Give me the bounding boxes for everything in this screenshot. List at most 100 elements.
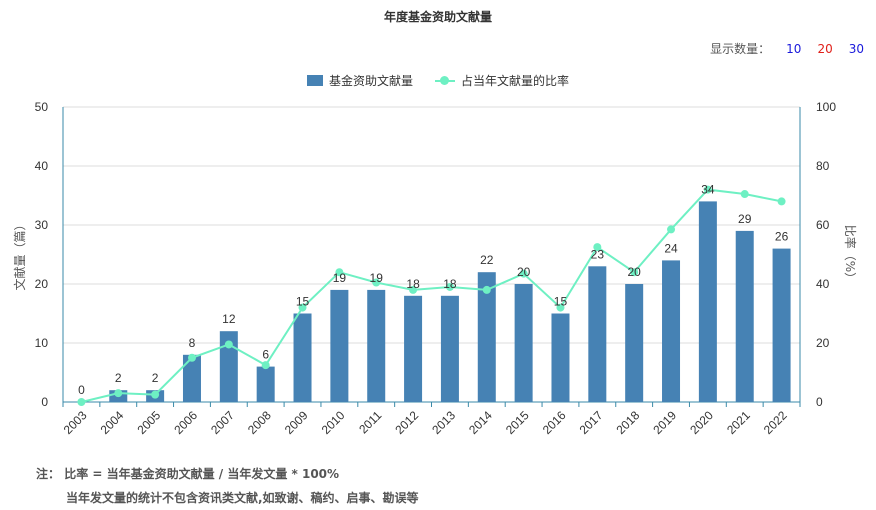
bar	[772, 248, 791, 402]
bar	[551, 313, 570, 402]
x-tick-label: 2015	[503, 408, 532, 437]
ratio-point	[151, 390, 160, 399]
ratio-point	[298, 303, 307, 312]
bar-value-label: 26	[775, 230, 789, 244]
bar-value-label: 15	[554, 295, 568, 309]
x-tick-label: 2013	[429, 408, 458, 437]
count-option-20[interactable]: 20	[817, 41, 833, 56]
bar	[293, 313, 312, 402]
bar-value-label: 20	[517, 265, 531, 279]
note-line-2: 当年发文量的统计不包含资讯类文献,如致谢、稿约、启事、勘误等	[66, 491, 419, 505]
y2-tick-label: 0	[816, 395, 823, 409]
x-tick-label: 2003	[61, 408, 90, 437]
bar	[367, 289, 386, 402]
ratio-point	[630, 268, 639, 277]
bar	[625, 284, 644, 402]
ratio-line	[81, 188, 782, 403]
count-option-30[interactable]: 30	[848, 41, 864, 56]
bar-value-label: 20	[627, 265, 641, 279]
note-line-1: 比率 = 当年基金资助文献量 / 当年发文量 * 100%	[64, 467, 340, 481]
bar	[735, 230, 754, 402]
x-tick-label: 2006	[171, 408, 200, 437]
y2-tick-label: 80	[816, 159, 830, 173]
bar-value-label: 2	[152, 371, 159, 385]
ratio-point	[224, 340, 233, 349]
bar-value-label: 24	[664, 241, 678, 255]
ratio-point	[519, 269, 528, 278]
ratio-point	[187, 353, 196, 362]
x-tick-label: 2009	[282, 408, 311, 437]
display-count-label: 显示数量：	[710, 42, 771, 56]
y-tick-label: 0	[41, 395, 48, 409]
bar	[404, 295, 423, 402]
chart-legend: 基金资助文献量 占当年文献量的比率	[0, 72, 876, 89]
y-tick-label: 50	[35, 100, 49, 114]
legend-bar-swatch	[306, 75, 323, 86]
bar	[182, 354, 201, 402]
bar-value-label: 19	[333, 271, 347, 285]
bar	[440, 295, 459, 402]
bar-value-label: 0	[78, 383, 85, 397]
ratio-point	[482, 285, 491, 294]
y2-tick-label: 100	[816, 100, 836, 114]
legend-item-line[interactable]: 占当年文献量的比率	[435, 72, 569, 89]
bar-value-label: 2	[115, 371, 122, 385]
y2-tick-label: 20	[816, 336, 830, 350]
y-tick-label: 20	[35, 277, 49, 291]
y-tick-label: 30	[35, 218, 49, 232]
x-tick-label: 2012	[392, 408, 421, 437]
x-tick-label: 2008	[245, 408, 274, 437]
bar-value-label: 6	[262, 348, 269, 362]
ratio-point	[667, 225, 676, 234]
chart-title: 年度基金资助文献量	[383, 10, 492, 24]
ratio-point	[777, 197, 786, 206]
ratio-point	[556, 303, 565, 312]
x-tick-label: 2014	[466, 408, 495, 437]
bar	[698, 201, 717, 402]
x-tick-label: 2004	[98, 408, 127, 437]
bar	[514, 284, 533, 402]
y2-axis-title: 比率（%）	[843, 225, 858, 284]
x-tick-label: 2020	[687, 408, 716, 437]
y-axis-title: 文献量（篇）	[12, 218, 27, 290]
ratio-point	[593, 243, 602, 252]
legend-line-label: 占当年文献量的比率	[461, 74, 570, 88]
bar	[330, 289, 349, 402]
ratio-point	[335, 268, 344, 277]
legend-bar-label: 基金资助文献量	[328, 74, 413, 88]
bar-value-label: 34	[701, 182, 715, 196]
ratio-point	[77, 398, 86, 406]
bar	[662, 260, 681, 402]
y2-tick-label: 60	[816, 218, 830, 232]
ratio-point	[445, 282, 454, 291]
y2-tick-label: 40	[816, 277, 830, 291]
x-tick-label: 2007	[208, 408, 237, 437]
bar-value-label: 18	[443, 277, 457, 291]
x-tick-label: 2018	[614, 408, 643, 437]
ratio-point	[261, 361, 270, 370]
x-tick-label: 2011	[356, 408, 384, 436]
bar	[256, 366, 275, 402]
x-tick-label: 2017	[577, 408, 606, 437]
bar-value-label: 18	[406, 277, 420, 291]
bar-value-label: 22	[480, 253, 494, 267]
legend-item-bar[interactable]: 基金资助文献量	[306, 72, 413, 89]
x-tick-label: 2019	[650, 408, 679, 437]
ratio-point	[114, 389, 123, 398]
bar-value-label: 29	[738, 212, 752, 226]
chart-notes: 注： 比率 = 当年基金资助文献量 / 当年发文量 * 100% 当年发文量的统…	[36, 462, 419, 510]
count-option-10[interactable]: 10	[786, 41, 802, 56]
legend-line-swatch	[435, 75, 455, 86]
x-tick-label: 2016	[540, 408, 569, 437]
ratio-point	[372, 278, 381, 287]
x-tick-label: 2010	[319, 408, 348, 437]
ratio-point	[409, 285, 418, 294]
ratio-point	[740, 190, 749, 199]
bar-value-label: 23	[591, 247, 605, 261]
bar-value-label: 8	[189, 336, 196, 350]
ratio-point	[703, 185, 712, 194]
x-tick-label: 2021	[724, 408, 753, 437]
bar-value-label: 12	[222, 312, 236, 326]
display-count-selector: 显示数量： 10 20 30	[710, 40, 864, 57]
